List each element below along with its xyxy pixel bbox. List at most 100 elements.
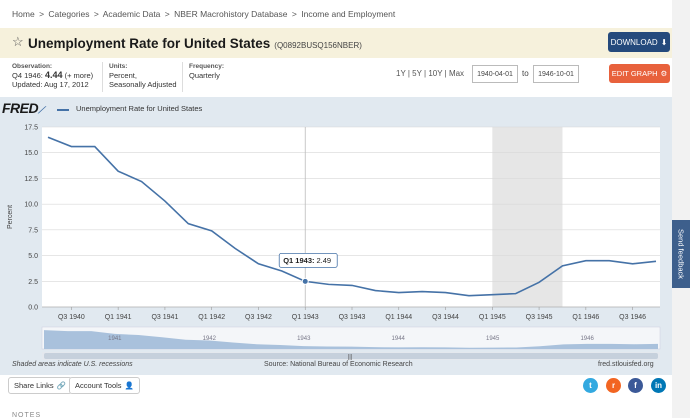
account-tools-label: Account Tools <box>75 381 122 390</box>
frequency-value: Quarterly <box>189 71 220 80</box>
data-points <box>301 277 309 285</box>
download-label: DOWNLOAD <box>610 37 658 47</box>
y-tick-label: 12.5 <box>24 176 38 183</box>
gear-icon: ⚙ <box>660 69 668 78</box>
date-to-input[interactable] <box>533 65 579 83</box>
observation-value: 4.44 <box>44 70 63 80</box>
navigator-year-label: 1943 <box>297 336 311 342</box>
divider <box>182 62 183 92</box>
unemployment-chart[interactable]: 0.0 2.5 5.0 7.5 10.0 12.5 15.0 17.5 Q3 1940 Q1 1… <box>0 97 672 375</box>
breadcrumb-income[interactable]: Income and Employment <box>301 9 396 19</box>
series-id: (Q0892BUSQ156NBER) <box>274 41 362 50</box>
x-tick-label: Q3 1946 <box>619 314 646 321</box>
fred-logo-text: FRED <box>2 100 39 116</box>
observation-more-link[interactable]: (+ more) <box>64 71 94 80</box>
plot-background <box>42 127 660 307</box>
star-icon[interactable]: ☆ <box>12 34 24 49</box>
recession-note: Shaded areas indicate U.S. recessions <box>12 361 133 368</box>
series-line <box>47 136 657 297</box>
x-tick-label: Q3 1942 <box>245 314 272 321</box>
download-button[interactable]: DOWNLOAD ⬇ <box>608 32 670 52</box>
divider <box>102 62 103 92</box>
source-note: Source: National Bureau of Economic Rese… <box>264 361 413 368</box>
link-icon: 🔗 <box>56 381 66 390</box>
send-feedback-tab[interactable]: Send feedback <box>672 220 690 288</box>
breadcrumb: Home > Categories > Academic Data > NBER… <box>12 9 397 19</box>
x-tick-label: Q3 1943 <box>339 314 366 321</box>
tooltip-label: Q1 1943: <box>283 256 314 265</box>
observation-block: Observation: Q4 1946: 4.44 (+ more) Upda… <box>12 62 93 89</box>
edit-graph-label: EDIT GRAPH <box>611 69 658 78</box>
breadcrumb-home[interactable]: Home <box>12 9 35 19</box>
page-title: Unemployment Rate for United States (Q089… <box>28 36 362 51</box>
x-tick-label: Q3 1945 <box>526 314 553 321</box>
updated-date: Updated: Aug 17, 2012 <box>12 80 89 89</box>
breadcrumb-separator: > <box>291 9 297 19</box>
observation-period: Q4 1946: <box>12 71 43 80</box>
series-title: Unemployment Rate for United States <box>28 36 271 51</box>
breadcrumb-separator: > <box>164 9 170 19</box>
y-tick-label: 10.0 <box>24 202 38 209</box>
breadcrumb-nber[interactable]: NBER Macrohistory Database <box>174 9 288 19</box>
navigator-year-label: 1941 <box>108 336 122 342</box>
share-links-label: Share Links <box>14 381 54 390</box>
page-scrollbar[interactable] <box>672 0 690 418</box>
x-tick-label: Q3 1941 <box>151 314 178 321</box>
y-tick-label: 0.0 <box>28 305 38 312</box>
y-tick-label: 7.5 <box>28 227 38 234</box>
x-tick-label: Q1 1944 <box>385 314 412 321</box>
breadcrumb-categories[interactable]: Categories <box>48 9 90 19</box>
fred-logo-icon: ⟋ <box>38 105 44 115</box>
legend-line <box>57 109 69 111</box>
navigator-area <box>44 330 658 349</box>
frequency-block: Frequency: Quarterly <box>189 62 224 80</box>
x-tick-label: Q1 1945 <box>479 314 506 321</box>
twitter-icon[interactable]: t <box>583 378 598 393</box>
units-line2: Seasonally Adjusted <box>109 80 177 89</box>
navigator-year-label: 1945 <box>486 336 500 342</box>
edit-graph-button[interactable]: EDIT GRAPH ⚙ <box>609 64 670 83</box>
y-tick-labels: 0.0 2.5 5.0 7.5 10.0 12.5 15.0 17.5 <box>24 125 38 312</box>
frequency-label: Frequency: <box>189 63 225 70</box>
range-links[interactable]: 1Y | 5Y | 10Y | Max <box>396 69 465 78</box>
navigator-year-label: 1942 <box>203 336 217 342</box>
title-bar <box>0 28 672 58</box>
account-tools-button[interactable]: Account Tools 👤 <box>69 377 140 394</box>
navigator-scroll-thumb[interactable] <box>44 353 658 359</box>
scroll-grip-icon: ||| <box>348 355 353 361</box>
recession-shade <box>492 127 563 307</box>
fred-logo: FRED⟋ <box>2 100 44 116</box>
breadcrumb-separator: > <box>39 9 45 19</box>
units-line1: Percent, <box>109 71 137 80</box>
x-tick-label: Q3 1940 <box>58 314 85 321</box>
x-tick-label: Q1 1946 <box>572 314 599 321</box>
navigator-years: 1941 1942 1943 1944 1945 1946 <box>108 336 594 342</box>
x-tick-labels: Q3 1940 Q1 1941 Q3 1941 Q1 1942 Q3 1942 Q1 19… <box>42 306 660 321</box>
download-icon: ⬇ <box>660 37 668 47</box>
y-tick-label: 5.0 <box>28 253 38 260</box>
range-navigator[interactable]: 1941 1942 1943 1944 1945 1946 ||| <box>41 326 661 361</box>
legend-label: Unemployment Rate for United States <box>76 104 203 113</box>
tooltip-value: 2.49 <box>317 256 332 265</box>
observation-label: Observation: <box>12 63 53 70</box>
navigator-year-label: 1946 <box>580 336 594 342</box>
linkedin-icon[interactable]: in <box>651 378 666 393</box>
y-tick-label: 2.5 <box>28 279 38 286</box>
x-tick-label: Q1 1943 <box>292 314 319 321</box>
y-axis-label: Percent <box>7 205 14 229</box>
units-block: Units: Percent, Seasonally Adjusted <box>109 62 177 89</box>
date-from-input[interactable] <box>472 65 518 83</box>
site-link[interactable]: fred.stlouisfed.org <box>598 361 654 368</box>
x-tick-label: Q1 1942 <box>198 314 225 321</box>
notes-heading: NOTES <box>12 412 42 419</box>
facebook-icon[interactable]: f <box>628 378 643 393</box>
reddit-icon[interactable]: r <box>606 378 621 393</box>
y-tick-label: 17.5 <box>24 125 38 132</box>
tooltip-box <box>278 252 338 268</box>
hover-marker <box>301 277 309 285</box>
x-tick-label: Q3 1944 <box>432 314 459 321</box>
y-tick-label: 15.0 <box>24 150 38 157</box>
share-links-button[interactable]: Share Links 🔗 <box>8 377 72 394</box>
breadcrumb-academic-data[interactable]: Academic Data <box>102 9 161 19</box>
x-tick-label: Q1 1941 <box>105 314 132 321</box>
